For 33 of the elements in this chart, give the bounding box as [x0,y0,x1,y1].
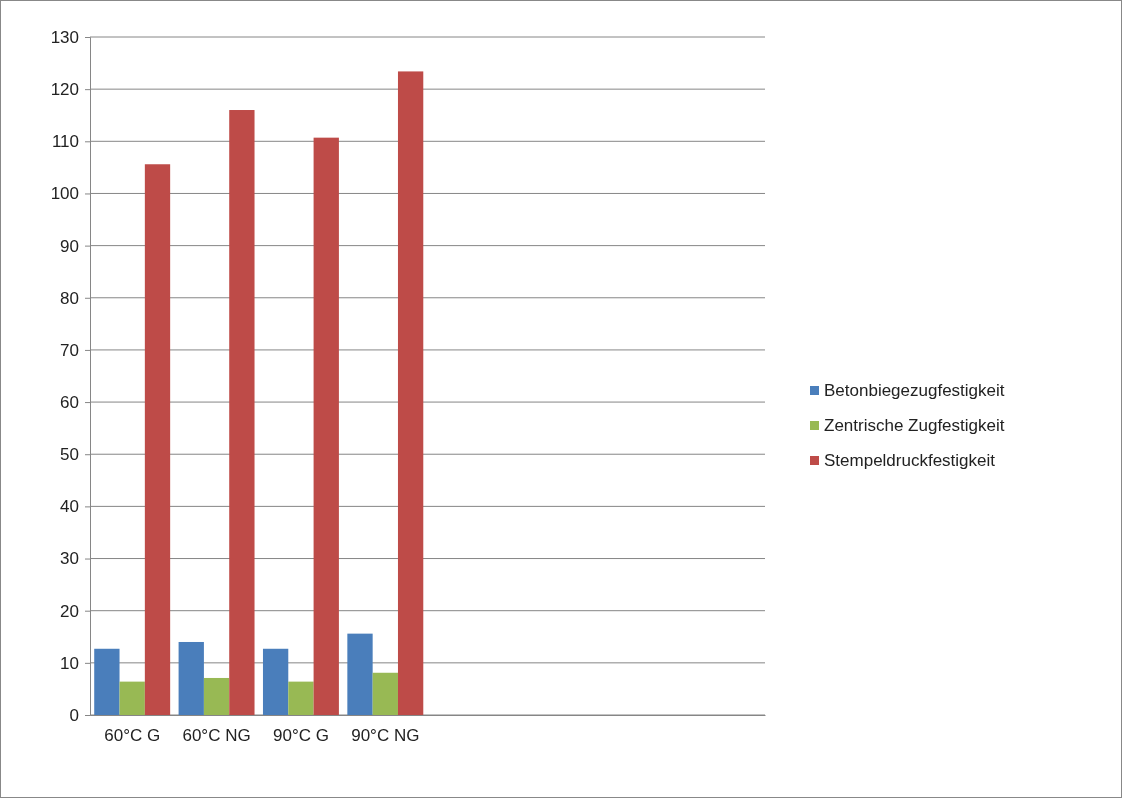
legend-label: Stempeldruckfestigkeit [824,451,996,470]
y-tick-label: 20 [60,601,79,621]
y-tick-label: 70 [60,340,79,360]
y-tick-label: 90 [60,236,79,256]
x-tick-label: 60°C NG [182,726,251,746]
y-tick-label: 130 [50,27,79,47]
y-tick-label: 100 [50,184,79,204]
y-tick-label: 0 [69,705,79,725]
bar [288,681,314,715]
y-tick-label: 50 [60,445,79,465]
x-tick-label: 90°C NG [351,726,420,746]
bar [347,633,373,715]
bar [144,164,171,715]
bar [203,677,230,715]
bar [397,71,424,715]
y-tick-label: 10 [60,653,79,673]
y-tick-label: 30 [60,549,79,569]
x-tick-label: 60°C G [104,726,161,746]
bar [178,641,204,715]
y-tick-label: 80 [60,288,79,308]
x-tick-label: 90°C G [272,726,329,746]
legend-label: Zentrische Zugfestigkeit [824,416,1005,435]
bar [313,137,339,715]
bar [262,648,289,715]
y-tick-label: 60 [60,393,79,413]
y-tick-label: 110 [51,132,79,152]
bar [94,648,120,715]
legend-label: Betonbiegezugfestigkeit [824,381,1005,400]
y-tick-label: 120 [50,80,79,100]
bar [372,672,398,715]
y-tick-label: 40 [60,497,79,517]
bar [119,681,145,715]
bar [229,110,255,715]
